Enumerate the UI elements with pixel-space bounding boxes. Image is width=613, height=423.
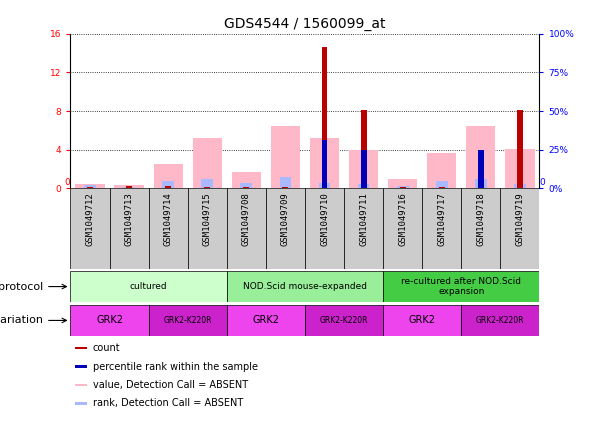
Text: GSM1049719: GSM1049719 <box>516 192 524 246</box>
Bar <box>310 138 339 188</box>
Bar <box>70 305 149 336</box>
Bar <box>517 110 523 188</box>
Bar <box>400 187 406 188</box>
Bar <box>349 150 378 188</box>
Bar <box>422 188 462 269</box>
Bar <box>75 184 105 188</box>
Bar <box>227 188 266 269</box>
Text: GRK2: GRK2 <box>253 316 280 325</box>
Text: value, Detection Call = ABSENT: value, Detection Call = ABSENT <box>93 380 248 390</box>
Bar <box>240 184 252 188</box>
Text: GSM1049708: GSM1049708 <box>242 192 251 246</box>
Text: GSM1049718: GSM1049718 <box>476 192 485 246</box>
Bar <box>126 186 132 188</box>
Bar <box>227 271 383 302</box>
Bar <box>475 179 487 188</box>
Bar <box>123 187 135 188</box>
Bar <box>478 150 484 188</box>
Bar <box>166 186 171 188</box>
Bar <box>388 179 417 188</box>
Bar <box>439 187 444 188</box>
Text: GRK2: GRK2 <box>96 316 123 325</box>
Bar <box>266 188 305 269</box>
Bar <box>427 153 457 188</box>
Bar <box>360 150 367 188</box>
Bar <box>322 47 327 188</box>
Bar <box>383 305 462 336</box>
Bar <box>462 305 539 336</box>
Bar <box>162 181 174 188</box>
Bar <box>70 188 110 269</box>
Bar <box>505 148 535 188</box>
Bar <box>305 305 383 336</box>
Bar <box>397 186 408 188</box>
Text: GRK2-K220R: GRK2-K220R <box>164 316 212 325</box>
Text: GRK2-K220R: GRK2-K220R <box>476 316 525 325</box>
Bar <box>149 188 188 269</box>
Text: GSM1049713: GSM1049713 <box>124 192 134 246</box>
Text: 0: 0 <box>539 178 545 187</box>
Bar <box>436 181 447 188</box>
Bar <box>500 188 539 269</box>
Bar <box>84 185 96 188</box>
Text: re-cultured after NOD.Scid
expansion: re-cultured after NOD.Scid expansion <box>402 277 521 296</box>
Bar <box>149 305 227 336</box>
Title: GDS4544 / 1560099_at: GDS4544 / 1560099_at <box>224 17 386 31</box>
Bar <box>283 187 288 188</box>
Bar <box>204 187 210 188</box>
Bar <box>110 188 149 269</box>
Text: GRK2-K220R: GRK2-K220R <box>320 316 368 325</box>
Text: genotype/variation: genotype/variation <box>0 316 66 325</box>
Text: GSM1049709: GSM1049709 <box>281 192 290 246</box>
Bar <box>383 188 422 269</box>
Text: GSM1049715: GSM1049715 <box>203 192 211 246</box>
Bar <box>462 188 500 269</box>
Bar <box>70 271 227 302</box>
Bar <box>322 140 327 188</box>
Text: GSM1049714: GSM1049714 <box>164 192 173 246</box>
Text: GSM1049717: GSM1049717 <box>437 192 446 246</box>
Bar <box>232 172 261 188</box>
Text: GSM1049710: GSM1049710 <box>320 192 329 246</box>
Text: cultured: cultured <box>130 282 167 291</box>
Bar <box>360 110 367 188</box>
Bar <box>153 164 183 188</box>
Bar <box>271 126 300 188</box>
Bar <box>227 305 305 336</box>
Bar <box>514 184 526 188</box>
Bar <box>75 402 87 405</box>
Bar <box>75 365 87 368</box>
Text: protocol: protocol <box>0 282 66 291</box>
Bar <box>75 347 87 349</box>
Bar <box>243 187 249 188</box>
Bar <box>319 184 330 188</box>
Text: GSM1049716: GSM1049716 <box>398 192 407 246</box>
Bar <box>115 185 144 188</box>
Bar <box>305 188 344 269</box>
Text: rank, Detection Call = ABSENT: rank, Detection Call = ABSENT <box>93 398 243 409</box>
Bar <box>75 384 87 386</box>
Text: count: count <box>93 343 120 353</box>
Bar <box>280 177 291 188</box>
Text: NOD.Scid mouse-expanded: NOD.Scid mouse-expanded <box>243 282 367 291</box>
Bar <box>87 187 93 188</box>
Text: percentile rank within the sample: percentile rank within the sample <box>93 362 257 371</box>
Bar <box>192 138 222 188</box>
Bar <box>478 187 484 188</box>
Bar <box>344 188 383 269</box>
Bar <box>383 271 539 302</box>
Bar <box>202 179 213 188</box>
Text: GRK2: GRK2 <box>409 316 436 325</box>
Bar <box>358 184 370 188</box>
Bar <box>188 188 227 269</box>
Text: 0: 0 <box>65 178 70 187</box>
Text: GSM1049712: GSM1049712 <box>86 192 94 246</box>
Text: GSM1049711: GSM1049711 <box>359 192 368 246</box>
Bar <box>466 126 495 188</box>
